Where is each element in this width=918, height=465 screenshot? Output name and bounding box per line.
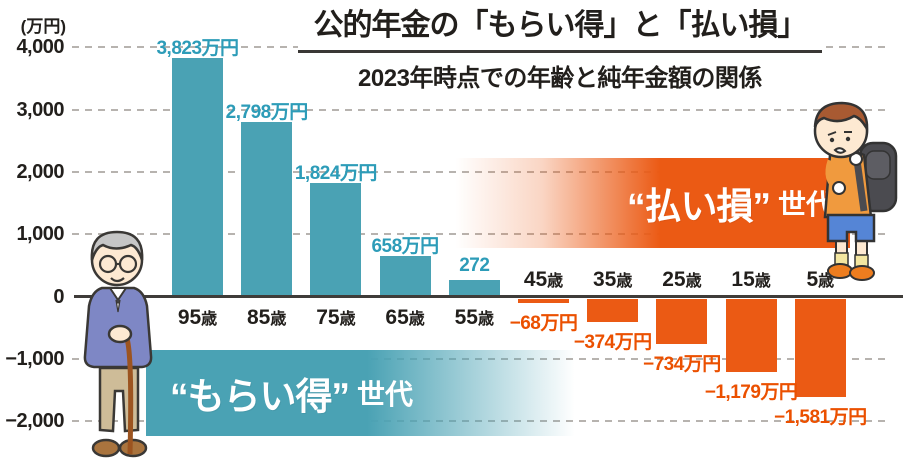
age-label: 25歳	[662, 267, 702, 291]
bar	[379, 255, 431, 297]
y-axis-tick-label: 1,000	[16, 223, 64, 246]
boy-shoe	[849, 265, 875, 281]
bar-value-label: −1,179万円	[704, 381, 798, 403]
y-axis-tick-label: 3,000	[16, 98, 64, 121]
bar-value-label: −1,581万円	[773, 406, 867, 428]
y-axis-tick-label: 2,000	[16, 160, 64, 183]
age-label: 45歳	[523, 267, 564, 291]
chart-title-block: 公的年金の「もらい得」と「払い損」 2023年時点での年齢と純年金額の関係	[298, 4, 822, 93]
bar-value-label: 3,823万円	[156, 38, 239, 60]
bar-value-label: 272	[459, 254, 490, 276]
loss-band-label: “払い損”	[626, 186, 771, 227]
zero-axis-line	[74, 295, 903, 298]
bar	[656, 298, 708, 345]
boy-shoe	[827, 263, 853, 279]
loss-generation-band: “払い損” 世代	[455, 158, 850, 248]
y-axis-tick-label: −1,000	[5, 347, 64, 370]
bar-value-label: −68万円	[509, 312, 578, 334]
age-label: 75歳	[316, 305, 356, 329]
bar	[587, 298, 639, 322]
y-axis-tick-label: −2,000	[5, 410, 64, 433]
age-label: 35歳	[593, 267, 633, 291]
age-label: 85歳	[247, 305, 287, 329]
bar	[448, 279, 500, 297]
bar	[310, 182, 362, 297]
gain-band-label: “もらい得”	[170, 376, 350, 417]
chart-title: 公的年金の「もらい得」と「払い損」	[298, 4, 822, 53]
bar	[172, 58, 223, 297]
man-shoe	[118, 438, 148, 458]
gridline	[72, 108, 890, 111]
bar	[518, 298, 569, 303]
elderly-man-illustration	[83, 230, 153, 458]
bar-value-label: −374万円	[573, 331, 652, 353]
bar	[794, 298, 846, 397]
man-shoe	[91, 438, 121, 458]
bar-value-label: 658万円	[371, 235, 439, 257]
y-axis-unit-label: (万円)	[20, 17, 66, 36]
bar-value-label: 1,824万円	[294, 162, 378, 184]
bar	[241, 122, 293, 297]
age-label: 15歳	[731, 267, 771, 291]
y-axis-tick-label: 4,000	[16, 36, 64, 59]
age-label: 55歳	[454, 305, 494, 329]
age-label: 95歳	[177, 305, 218, 329]
gain-generation-band: “もらい得” 世代	[146, 350, 588, 436]
bar-value-label: −734万円	[642, 354, 721, 376]
y-axis-tick-label: 0	[53, 285, 64, 308]
worried-boy-illustration	[813, 101, 898, 281]
bar-value-label: 2,798万円	[225, 102, 309, 124]
age-label: 5歳	[806, 267, 835, 291]
age-label: 65歳	[385, 305, 425, 329]
chart-subtitle: 2023年時点での年齢と純年金額の関係	[358, 65, 762, 92]
bar	[725, 298, 777, 372]
gain-band-suffix: 世代	[357, 379, 414, 410]
